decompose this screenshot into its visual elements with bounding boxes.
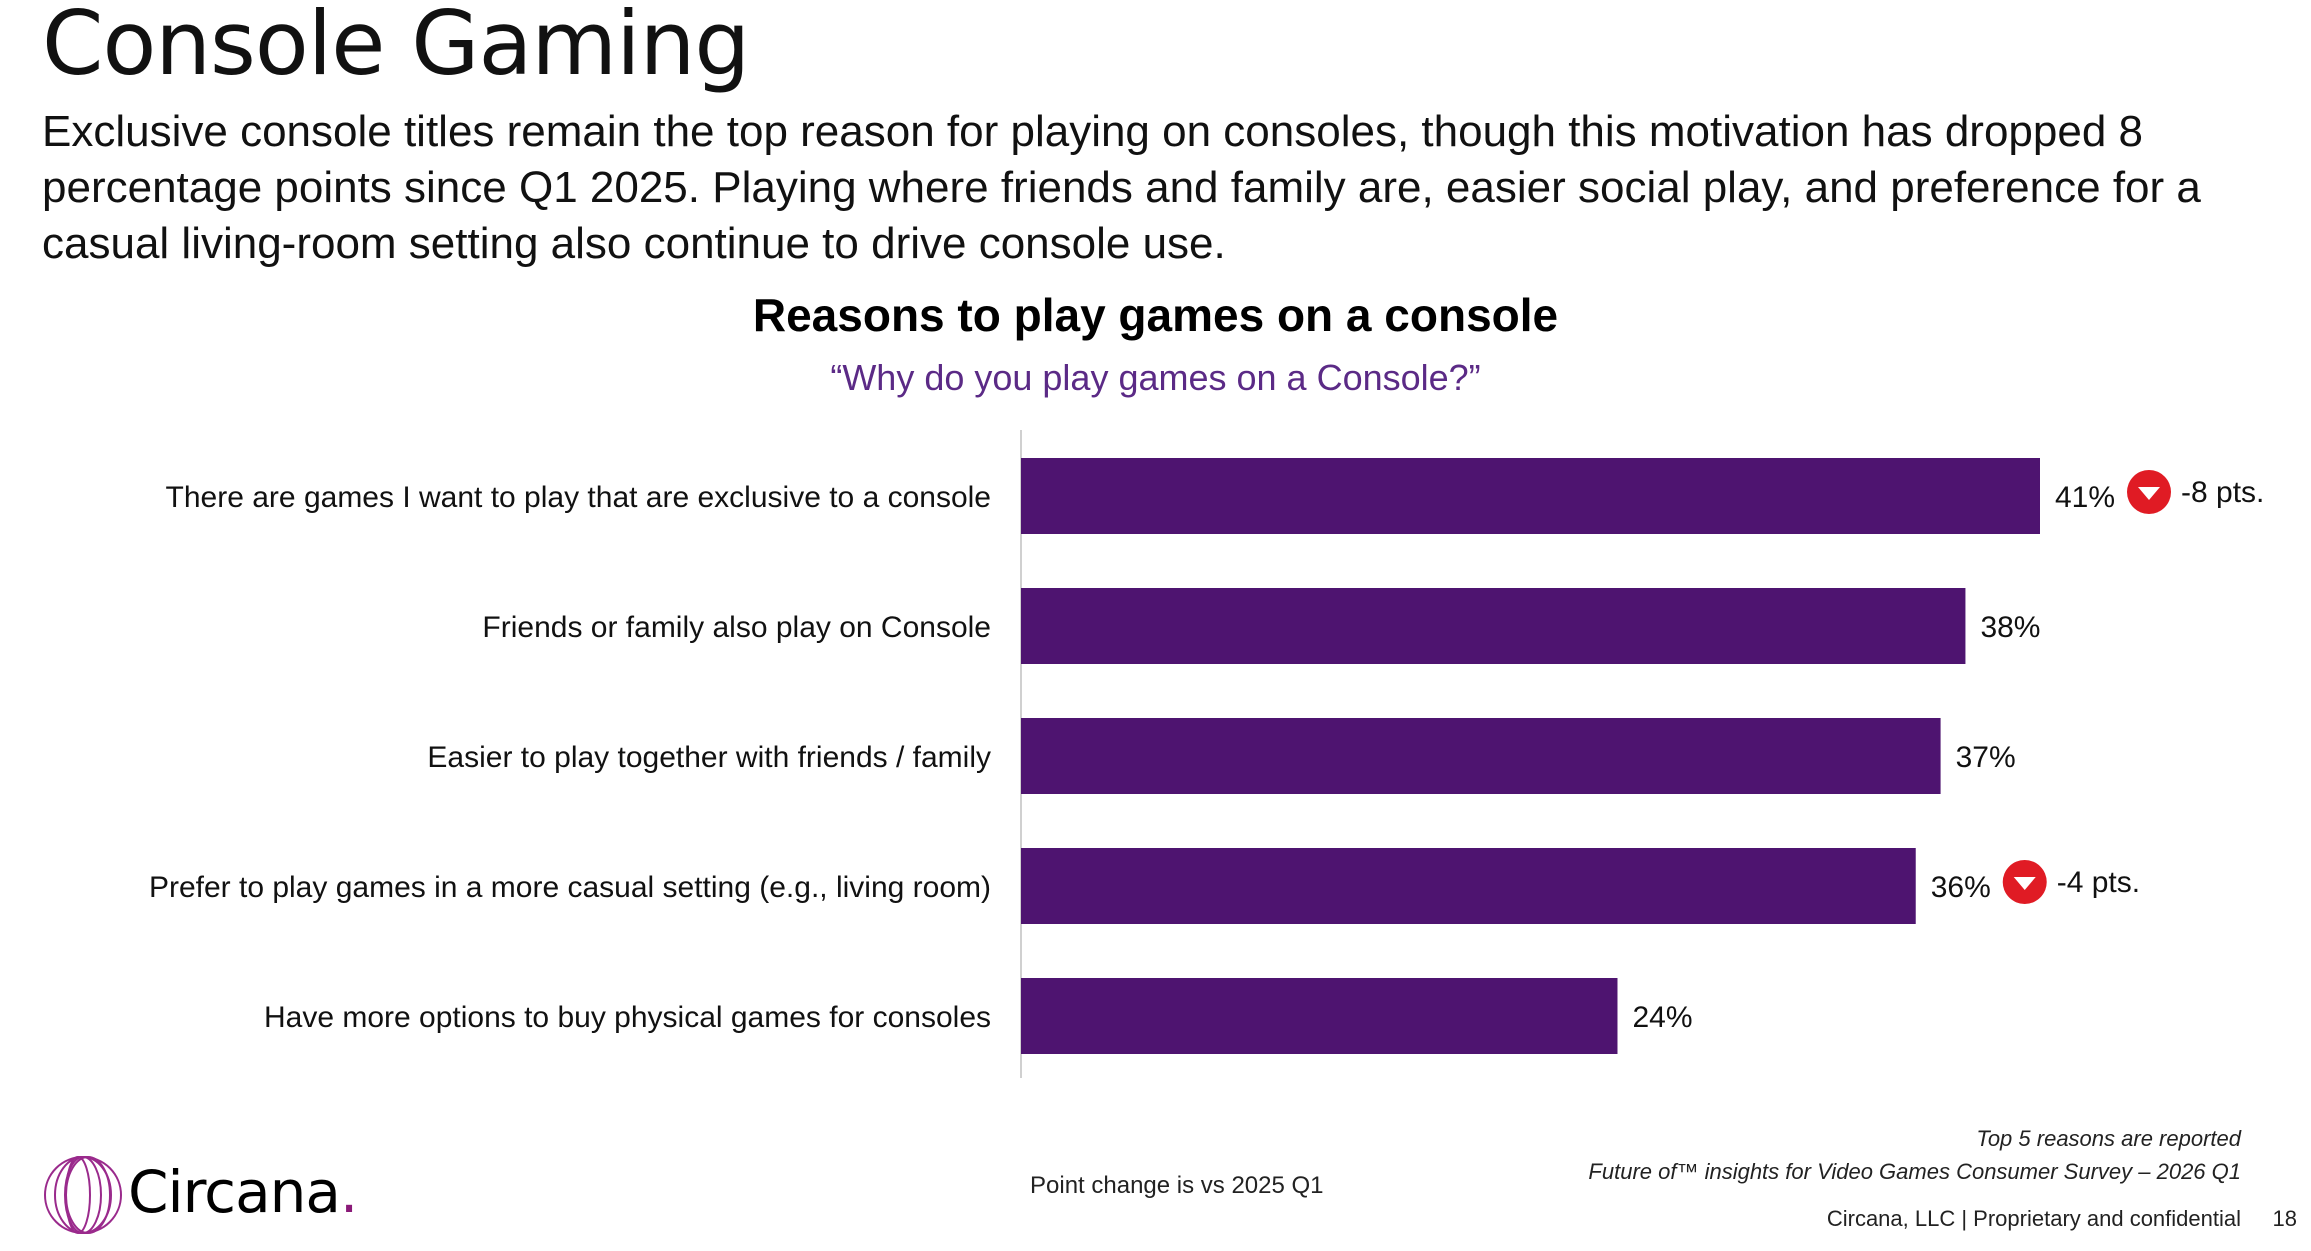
bar: [1021, 458, 2040, 534]
circana-rings-icon: [44, 1156, 122, 1234]
bar: [1021, 588, 1966, 664]
value-label: 38%: [1980, 611, 2040, 644]
value-label: 41%: [2055, 481, 2115, 514]
logo-wordmark: Circana.: [128, 1158, 358, 1226]
chart-title: Reasons to play games on a console: [752, 289, 1559, 341]
category-label: Easier to play together with friends / f…: [427, 741, 991, 774]
value-label: 37%: [1956, 741, 2016, 774]
point-change-note: Point change is vs 2025 Q1: [1030, 1172, 1324, 1199]
page-number: 18: [2272, 1206, 2297, 1231]
category-label: Prefer to play games in a more casual se…: [149, 871, 991, 904]
survey-source: Future of™ insights for Video Games Cons…: [1588, 1159, 2241, 1184]
circana-logo: Circana.: [38, 1150, 358, 1240]
value-label: 24%: [1632, 1001, 1692, 1034]
bar: [1021, 718, 1941, 794]
top5-note: Top 5 reasons are reported: [1976, 1126, 2241, 1151]
chart-subtitle: “Why do you play games on a Console?”: [830, 357, 1481, 398]
down-arrow-glyph: [2138, 487, 2160, 500]
change-label: -8 pts.: [2181, 476, 2264, 509]
source-notes: Top 5 reasons are reported Future of™ in…: [1588, 1122, 2241, 1188]
category-label: Friends or family also play on Console: [482, 611, 991, 644]
logo-text: Circana: [128, 1158, 341, 1226]
intro-paragraph: Exclusive console titles remain the top …: [42, 107, 2201, 268]
category-label: Have more options to buy physical games …: [264, 1001, 991, 1034]
bar: [1021, 978, 1618, 1054]
category-label: There are games I want to play that are …: [166, 481, 991, 514]
logo-dot: .: [339, 1158, 358, 1226]
bar: [1021, 848, 1916, 924]
down-arrow-glyph: [2013, 877, 2036, 890]
confidential-footer: Circana, LLC | Proprietary and confident…: [1826, 1206, 2241, 1231]
change-label: -4 pts.: [2057, 866, 2140, 899]
value-label: 36%: [1931, 871, 1991, 904]
page-title: Console Gaming: [42, 0, 750, 95]
